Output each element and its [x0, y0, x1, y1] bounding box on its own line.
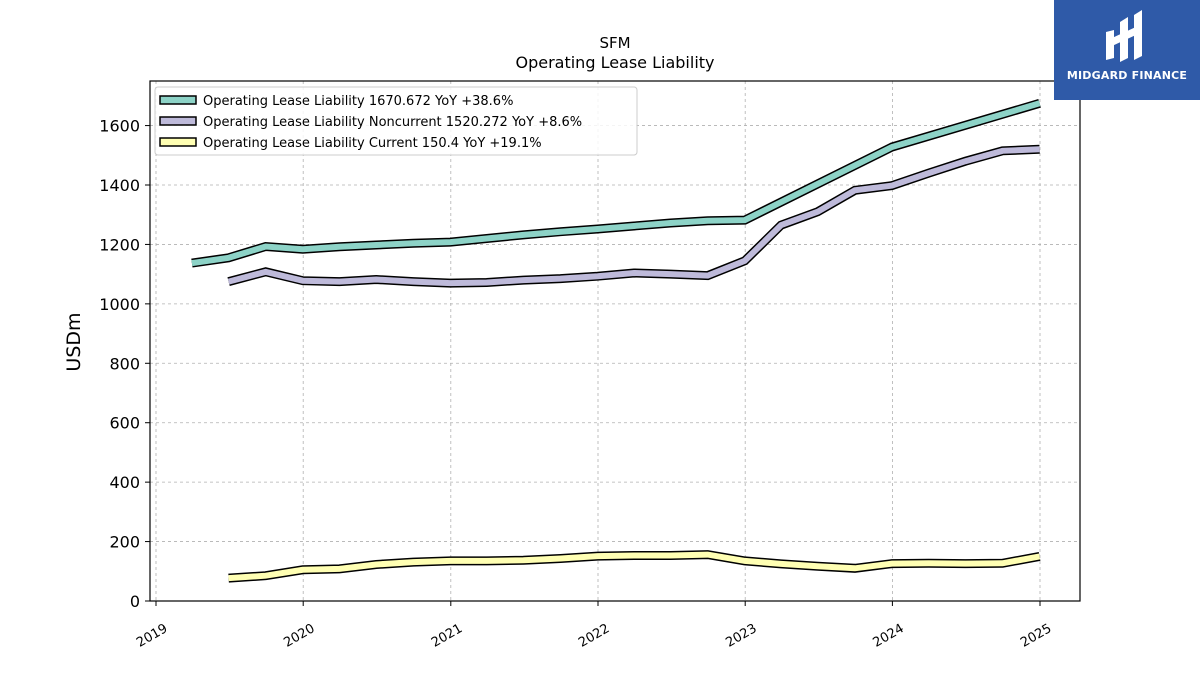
x-axis: 2019 2020 2021 2022 2023 2024 2025 — [134, 601, 1054, 651]
logo-mark-icon — [1106, 10, 1142, 62]
x-tick-label: 2022 — [576, 621, 612, 651]
chart-title: SFM — [599, 34, 630, 52]
plot-frame — [149, 80, 1081, 602]
y-tick-label: 800 — [109, 354, 140, 373]
legend-label-0: Operating Lease Liability 1670.672 YoY +… — [203, 94, 513, 109]
x-tick-label: 2024 — [871, 621, 907, 651]
legend-label-2: Operating Lease Liability Current 150.4 … — [203, 136, 542, 151]
legend-swatch-2 — [159, 137, 197, 147]
y-tick-label: 200 — [109, 533, 140, 552]
y-tick-label: 1200 — [99, 235, 140, 254]
y-tick-label: 1000 — [99, 295, 140, 314]
y-tick-label: 400 — [109, 473, 140, 492]
chart-subtitle: Operating Lease Liability — [515, 53, 714, 72]
x-tick-label: 2020 — [281, 621, 317, 651]
y-tick-label: 0 — [130, 592, 140, 611]
x-tick-label: 2019 — [134, 621, 170, 651]
series-outline-1 — [227, 144, 1040, 288]
logo-text: MIDGARD FINANCE — [1066, 69, 1188, 82]
legend-swatch-0 — [159, 95, 197, 105]
series-line-2 — [228, 551, 1041, 582]
y-tick-label: 1400 — [99, 176, 140, 195]
y-axis: 0 200 400 600 800 1000 1200 1400 1600 — [99, 117, 150, 611]
series-line-0 — [191, 100, 1041, 267]
legend: Operating Lease Liability 1670.672 YoY +… — [154, 86, 638, 156]
x-tick-label: 2023 — [723, 621, 759, 651]
series-line-1 — [227, 146, 1040, 287]
x-tick-label: 2025 — [1018, 621, 1054, 651]
legend-label-1: Operating Lease Liability Noncurrent 152… — [203, 115, 582, 130]
x-tick-label: 2021 — [429, 621, 465, 651]
grid — [150, 81, 1080, 602]
legend-box — [154, 86, 638, 156]
y-tick-label: 600 — [109, 414, 140, 433]
midgard-finance-logo: MIDGARD FINANCE — [1054, 0, 1200, 100]
y-axis-label: USDm — [63, 312, 85, 371]
series-layer — [191, 98, 1041, 583]
y-tick-label: 1600 — [99, 117, 140, 136]
legend-swatch-1 — [159, 116, 197, 126]
